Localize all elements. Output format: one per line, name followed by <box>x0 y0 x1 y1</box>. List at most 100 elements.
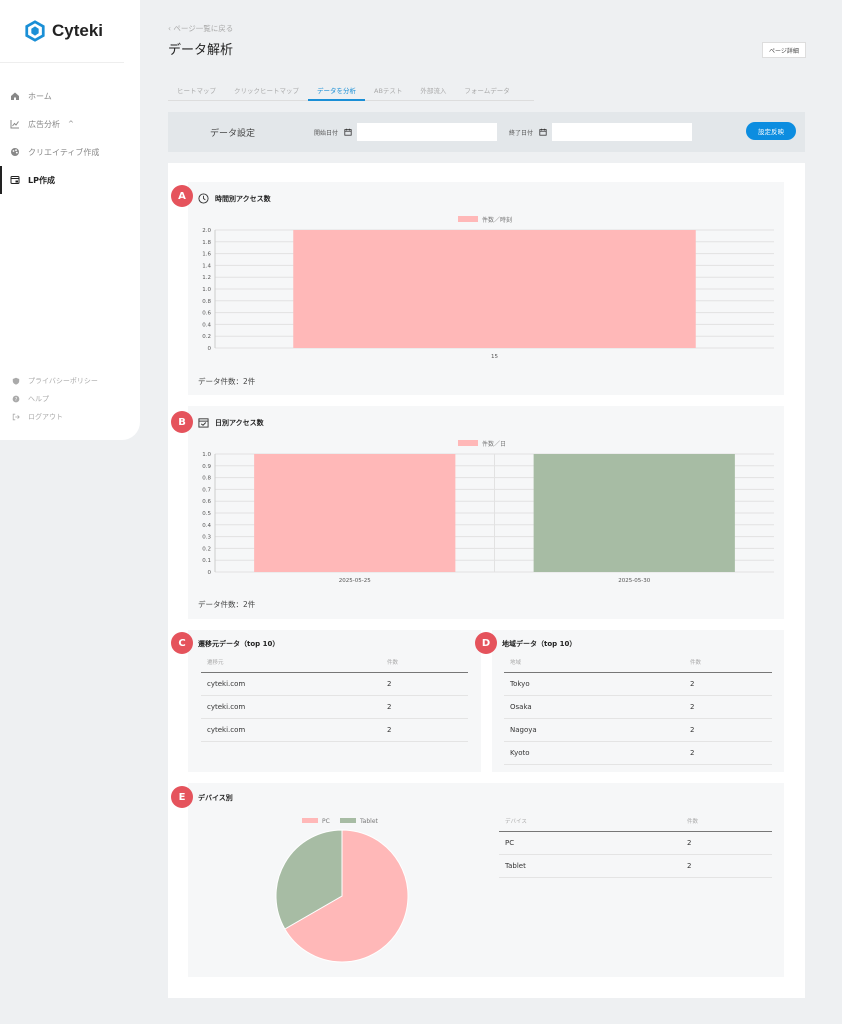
y-tick-label: 0.2 <box>202 334 211 340</box>
count-cell: 2 <box>381 718 468 742</box>
referrer-header-count: 件数 <box>381 658 468 673</box>
device-table: デバイス 件数 PC 2 Tablet 2 <box>499 817 772 878</box>
region-cell: Osaka <box>504 695 684 719</box>
count-cell: 2 <box>681 831 772 855</box>
device-header-device: デバイス <box>499 817 681 832</box>
settings-label: データ設定 <box>210 128 256 139</box>
referrer-header-source: 遷移元 <box>201 658 381 673</box>
data-settings-bar: データ設定 開始日付 終了日付 設定反映 <box>168 112 805 152</box>
region-table: 地域 件数 Tokyo 2 Osaka 2 Nagoya 2 Kyoto 2 <box>504 658 772 765</box>
count-cell: 2 <box>684 672 772 696</box>
logout-label: ログアウト <box>28 413 63 421</box>
daily-data-count: データ件数：2件 <box>198 600 256 609</box>
y-tick-label: 0.9 <box>202 464 211 470</box>
chart-icon <box>10 120 19 129</box>
table-row: Nagoya 2 <box>504 718 772 742</box>
calendar-icon <box>344 128 352 136</box>
hourly-access-title-text: 時間別アクセス数 <box>215 194 271 203</box>
legend-swatch <box>458 216 478 222</box>
sidebar: Cyteki ホーム 広告分析 ^ クリエイティブ作成 LP作成 プライバシーポ… <box>0 0 140 440</box>
sidebar-item-creative[interactable]: クリエイティブ作成 <box>0 138 124 166</box>
y-tick-label: 0.6 <box>202 311 211 317</box>
calendar-check-icon <box>198 418 209 428</box>
table-row: Osaka 2 <box>504 695 772 719</box>
end-date-input[interactable] <box>552 123 693 141</box>
sidebar-item-ad-analysis[interactable]: 広告分析 ^ <box>0 110 124 138</box>
section-badge-e: E <box>171 786 193 808</box>
region-cell: Kyoto <box>504 741 684 765</box>
y-tick-label: 0.4 <box>202 523 211 529</box>
bar-15 <box>293 230 696 348</box>
region-title: 地域データ（top 10） <box>502 640 577 648</box>
pie-slice-tablet <box>275 829 343 930</box>
page-detail-button[interactable]: ページ詳細 <box>762 42 806 58</box>
sidebar-item-label: LP作成 <box>28 175 55 185</box>
legend-swatch <box>340 818 356 823</box>
table-row: cyteki.com 2 <box>201 672 468 696</box>
help-label: ヘルプ <box>28 395 49 403</box>
tab-heatmap[interactable]: ヒートマップ <box>177 87 216 95</box>
privacy-policy-label: プライバシーポリシー <box>28 377 98 385</box>
count-cell: 2 <box>684 741 772 765</box>
help-icon: ? <box>12 395 20 403</box>
y-tick-label: 1.4 <box>202 263 211 269</box>
page-title: データ解析 <box>168 43 234 58</box>
tab-ab-test[interactable]: ABテスト <box>374 87 403 95</box>
referrer-title: 遷移元データ（top 10） <box>198 640 280 648</box>
y-tick-label: 0 <box>208 570 212 576</box>
x-tick-label: 15 <box>491 354 498 360</box>
device-title: デバイス別 <box>198 794 233 802</box>
table-row: cyteki.com 2 <box>201 718 468 742</box>
sidebar-item-lp[interactable]: LP作成 <box>0 166 124 194</box>
y-tick-label: 0.4 <box>202 322 211 328</box>
palette-icon <box>11 148 19 156</box>
lp-icon <box>10 176 20 184</box>
sidebar-footer: プライバシーポリシー ? ヘルプ ログアウト <box>0 372 124 426</box>
daily-access-title-text: 日別アクセス数 <box>215 418 264 427</box>
y-tick-label: 0.1 <box>202 558 211 564</box>
legend-label: PC <box>322 818 330 825</box>
section-badge-c: C <box>171 632 193 654</box>
y-tick-label: 0.5 <box>202 511 211 517</box>
legend-swatch <box>458 440 478 446</box>
sidebar-nav: ホーム 広告分析 ^ クリエイティブ作成 LP作成 <box>0 82 124 194</box>
region-header-count: 件数 <box>684 658 772 673</box>
count-cell: 2 <box>684 718 772 742</box>
count-cell: 2 <box>684 695 772 719</box>
y-tick-label: 0.6 <box>202 499 211 505</box>
table-row: cyteki.com 2 <box>201 695 468 719</box>
logo[interactable]: Cyteki <box>24 20 103 42</box>
help-link[interactable]: ? ヘルプ <box>0 390 124 408</box>
y-tick-label: 0.8 <box>202 476 211 482</box>
legend-swatch <box>302 818 318 823</box>
tab-data-analysis[interactable]: データを分析 <box>308 80 365 101</box>
y-tick-label: 0.7 <box>202 487 211 493</box>
y-tick-label: 1.0 <box>202 452 211 458</box>
device-header-count: 件数 <box>681 817 772 832</box>
legend-label: 件数／時刻 <box>482 216 512 224</box>
logout-link[interactable]: ログアウト <box>0 408 124 426</box>
back-link[interactable]: ‹ ページ一覧に戻る <box>168 23 233 34</box>
chevron-up-icon[interactable]: ^ <box>68 120 74 128</box>
pie-slice-pc <box>284 829 409 963</box>
tab-external-inflow[interactable]: 外部流入 <box>420 87 447 95</box>
svg-text:?: ? <box>15 397 18 403</box>
start-date-input[interactable] <box>357 123 498 141</box>
referrer-cell: cyteki.com <box>201 718 381 742</box>
sidebar-item-home[interactable]: ホーム <box>0 82 124 110</box>
section-badge-a: A <box>171 185 193 207</box>
table-row: Kyoto 2 <box>504 741 772 765</box>
calendar-icon <box>539 128 547 136</box>
y-tick-label: 1.8 <box>202 240 211 246</box>
hourly-access-title: 時間別アクセス数 <box>198 193 271 204</box>
device-cell: PC <box>499 831 681 855</box>
start-date-label: 開始日付 <box>314 129 339 137</box>
tab-click-heatmap[interactable]: クリックヒートマップ <box>234 87 299 95</box>
privacy-policy-link[interactable]: プライバシーポリシー <box>0 372 124 390</box>
referrer-table: 遷移元 件数 cyteki.com 2 cyteki.com 2 cyteki.co… <box>201 658 468 742</box>
legend-label: Tablet <box>359 818 379 825</box>
tab-form-data[interactable]: フォームデータ <box>464 87 510 95</box>
x-tick-label: 2025-05-30 <box>618 578 650 584</box>
hourly-data-count: データ件数：2件 <box>198 377 256 386</box>
apply-settings-button[interactable]: 設定反映 <box>746 122 796 140</box>
